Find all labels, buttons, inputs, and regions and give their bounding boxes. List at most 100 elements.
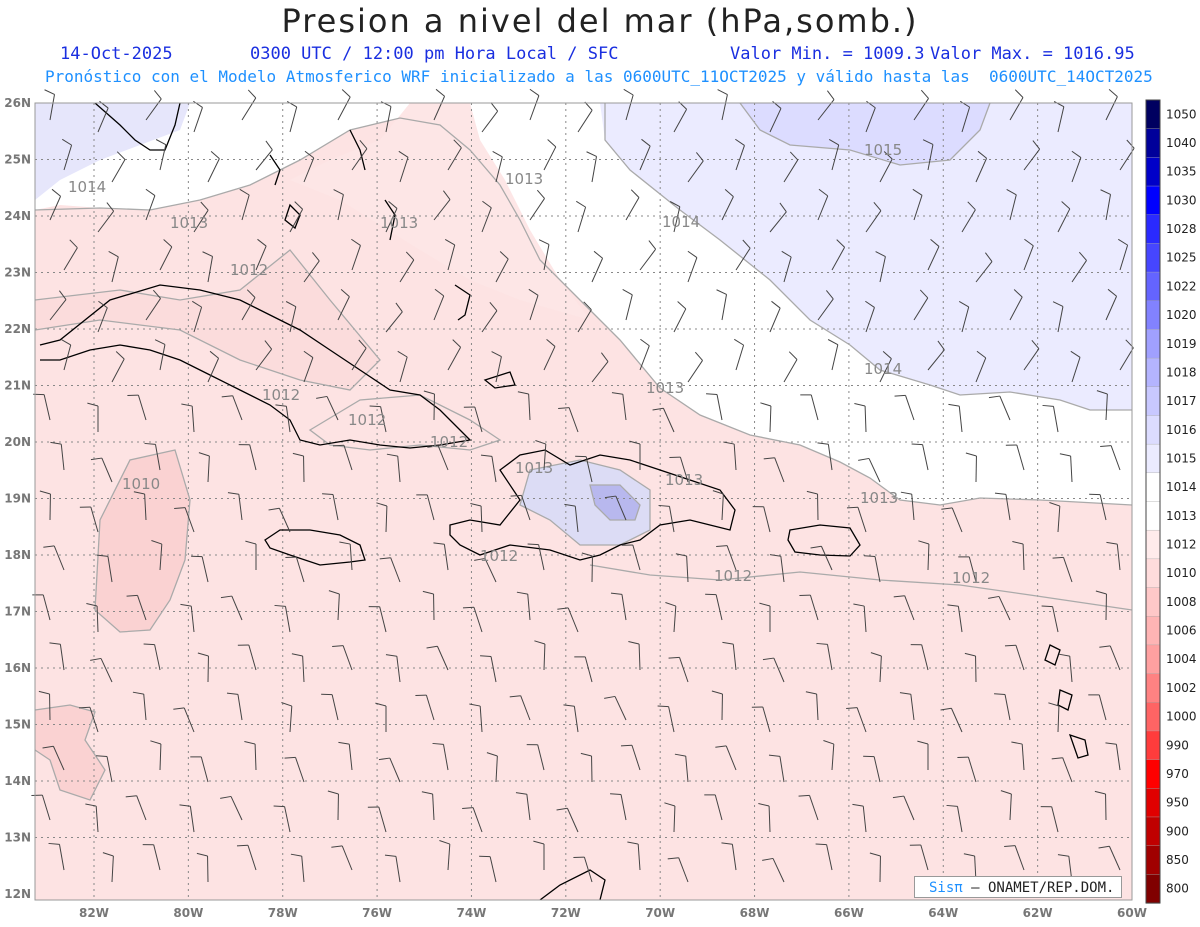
lon-label: 80W — [173, 906, 203, 920]
wind-barb — [432, 742, 449, 771]
contour-label: 1012 — [714, 567, 752, 585]
lat-label: 12N — [4, 887, 31, 901]
wind-barb — [668, 656, 689, 683]
wind-barb — [610, 793, 627, 821]
wind-barb — [1000, 790, 1012, 821]
wind-barb — [960, 100, 971, 133]
wind-barb — [817, 188, 829, 221]
wind-barb — [557, 607, 579, 633]
wind-barb — [1094, 790, 1107, 821]
wind-barb — [639, 240, 657, 271]
wind-barb — [893, 595, 915, 621]
wind-barb — [909, 844, 929, 871]
lat-label: 25N — [4, 153, 31, 167]
wind-barb — [1105, 89, 1118, 121]
wind-barb — [108, 251, 119, 283]
wind-barb — [760, 402, 772, 433]
wind-barb — [480, 454, 497, 483]
wind-barb — [917, 740, 929, 770]
colorbar-swatch — [1145, 730, 1161, 761]
isobar-1014-b — [604, 103, 1132, 411]
wind-barb — [96, 554, 113, 583]
colorbar-label: 900 — [1166, 824, 1189, 838]
colorbar-label: 1010 — [1166, 566, 1197, 580]
contour-label: 1012 — [430, 433, 468, 451]
sispi-logo: Sisπ — [929, 880, 963, 896]
wind-barb — [810, 545, 833, 571]
wind-barb — [49, 290, 67, 321]
colorbar-label: 1030 — [1166, 193, 1197, 207]
wind-barb — [1057, 201, 1071, 233]
field-1010-west — [95, 450, 190, 632]
wind-barb — [574, 656, 593, 683]
wind-barb — [97, 202, 115, 233]
max-value: Valor Max. = 1016.95 — [930, 44, 1135, 64]
wind-barb — [975, 150, 988, 183]
wind-barb — [111, 351, 125, 383]
wind-barb — [961, 201, 976, 233]
wind-barb — [1011, 741, 1025, 771]
wind-barb — [815, 843, 833, 871]
wind-barb — [752, 506, 771, 533]
wind-barb — [575, 455, 593, 483]
wind-barb — [1049, 502, 1061, 533]
wind-barb — [817, 290, 834, 321]
isobar-cuba — [308, 394, 502, 451]
hispaniola-coast — [449, 449, 736, 561]
wind-barb — [375, 702, 387, 732]
wind-barb — [132, 691, 147, 721]
wind-barb — [1023, 140, 1041, 171]
field-1015-inner — [740, 103, 990, 165]
contour-label: 1013 — [646, 379, 684, 397]
wind-barb — [675, 553, 689, 583]
wind-barb — [111, 151, 126, 183]
wind-barb — [380, 101, 392, 133]
wind-barb — [275, 404, 291, 433]
wind-barb — [763, 457, 785, 483]
wind-barb — [875, 251, 886, 283]
wind-barb — [712, 490, 724, 521]
wind-barb — [805, 691, 819, 721]
turks — [483, 371, 516, 389]
wind-barb — [385, 200, 398, 233]
wind-barb — [292, 452, 305, 483]
colorbar-label: 990 — [1166, 738, 1189, 752]
colorbar: 1050 1040 1035 1030 1028 1025 1022 1020 1019 1018… — [1145, 99, 1197, 904]
wind-barb — [911, 443, 929, 471]
wind-barb — [423, 390, 435, 421]
wind-barb — [716, 289, 728, 321]
wind-barb — [781, 250, 792, 283]
wind-barb — [1052, 556, 1073, 583]
colorbar-swatch — [1145, 386, 1161, 417]
wind-barb — [255, 140, 273, 171]
wind-barb — [667, 857, 689, 883]
colorbar-swatch — [1145, 673, 1161, 703]
wind-barb — [652, 407, 675, 433]
wind-barb — [721, 842, 737, 871]
wind-barb — [853, 603, 867, 633]
wind-barb — [426, 645, 449, 671]
wind-barb — [416, 494, 435, 521]
wind-barb — [706, 393, 723, 421]
wind-barb — [629, 440, 641, 470]
wind-barb — [44, 89, 56, 121]
wind-barb — [964, 652, 977, 683]
wind-barb — [863, 755, 881, 783]
wind-barb — [62, 138, 73, 171]
wind-barb — [274, 604, 291, 633]
coastlines — [39, 102, 1089, 901]
wind-barb — [49, 188, 62, 221]
contour-label: 1012 — [480, 547, 518, 565]
wind-barb — [543, 139, 557, 171]
wind-barb — [281, 702, 293, 733]
wind-barb — [639, 338, 650, 371]
wind-barb — [1100, 445, 1121, 471]
wind-barb — [237, 644, 257, 671]
wind-barb — [854, 403, 867, 433]
wind-barb — [711, 690, 723, 721]
wind-barb — [627, 841, 641, 871]
wind-barb — [620, 744, 641, 771]
wind-barb — [516, 591, 531, 621]
contour-labels: 1014 1013 1012 1013 1014 1015 1012 1013 … — [68, 141, 990, 587]
wind-barb — [159, 239, 173, 271]
